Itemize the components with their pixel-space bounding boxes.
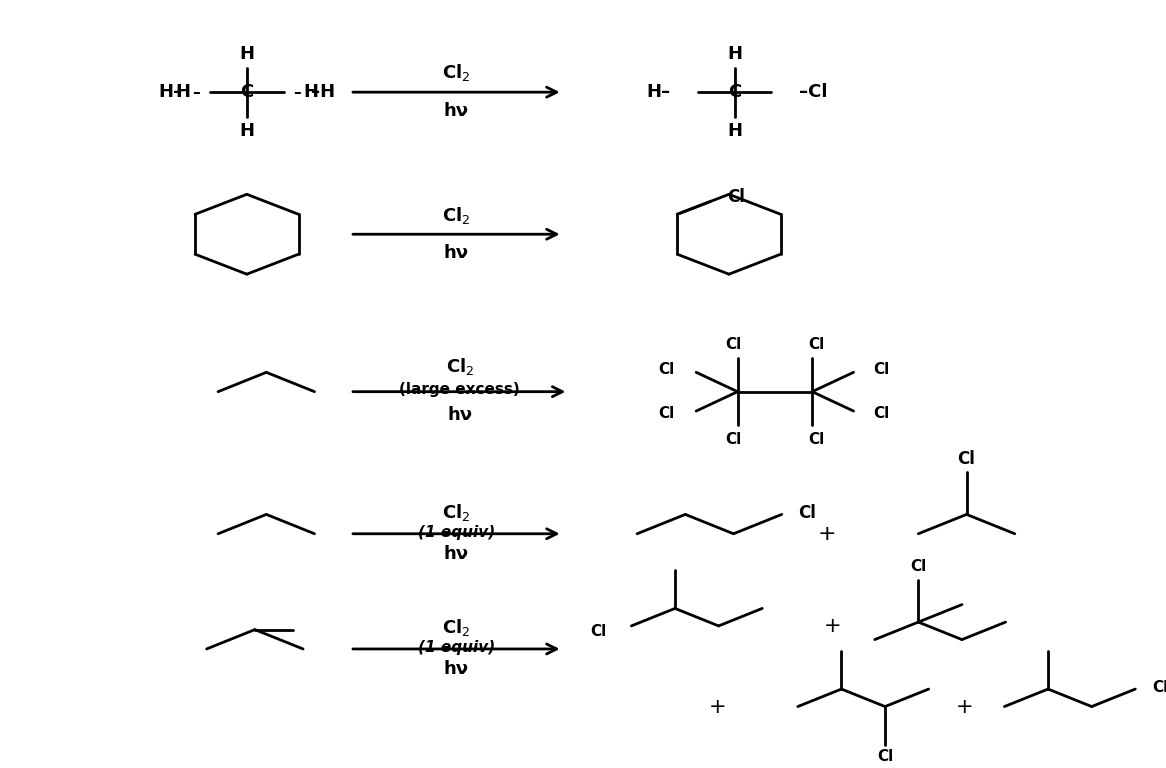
Text: C: C: [240, 83, 253, 101]
Text: Cl$_2$: Cl$_2$: [442, 502, 470, 523]
Text: Cl: Cl: [725, 432, 742, 447]
Text: Cl: Cl: [877, 749, 893, 764]
Text: Cl: Cl: [658, 362, 674, 378]
Text: H–: H–: [646, 83, 670, 101]
Text: (large excess): (large excess): [400, 382, 520, 397]
Text: hν: hν: [448, 406, 472, 424]
Text: Cl: Cl: [957, 450, 976, 468]
Text: –Cl: –Cl: [799, 83, 828, 101]
Text: H: H: [239, 45, 254, 63]
Text: +: +: [955, 697, 974, 717]
Text: Cl: Cl: [911, 559, 927, 574]
Text: Cl: Cl: [1152, 680, 1166, 695]
Text: hν: hν: [444, 244, 469, 263]
Text: +: +: [817, 524, 836, 544]
Text: +: +: [823, 616, 841, 636]
Text: H: H: [728, 45, 743, 63]
Text: (1 equiv): (1 equiv): [417, 640, 494, 655]
Text: Cl: Cl: [809, 336, 824, 352]
Text: Cl: Cl: [590, 624, 606, 639]
Text: H–: H–: [159, 83, 183, 101]
Text: Cl$_2$: Cl$_2$: [442, 617, 470, 638]
Text: Cl: Cl: [873, 362, 890, 378]
Text: –: –: [294, 84, 301, 100]
Text: –H: –H: [311, 83, 335, 101]
Text: H: H: [175, 83, 190, 101]
Text: Cl: Cl: [725, 336, 742, 352]
Text: Cl: Cl: [728, 187, 745, 206]
Text: Cl: Cl: [798, 504, 816, 522]
Text: Cl$_2$: Cl$_2$: [442, 62, 470, 84]
Text: Cl: Cl: [658, 406, 674, 421]
Text: Cl: Cl: [809, 432, 824, 447]
Text: hν: hν: [444, 660, 469, 678]
Text: H: H: [239, 121, 254, 140]
Text: H: H: [303, 83, 318, 101]
Text: Cl: Cl: [873, 406, 890, 421]
Text: –: –: [192, 84, 201, 100]
Text: Cl$_2$: Cl$_2$: [442, 204, 470, 226]
Text: +: +: [709, 697, 726, 717]
Text: Cl$_2$: Cl$_2$: [445, 356, 473, 377]
Text: C: C: [728, 83, 742, 101]
Text: H: H: [728, 121, 743, 140]
Text: hν: hν: [444, 545, 469, 563]
Text: hν: hν: [444, 102, 469, 121]
Text: (1 equiv): (1 equiv): [417, 525, 494, 540]
